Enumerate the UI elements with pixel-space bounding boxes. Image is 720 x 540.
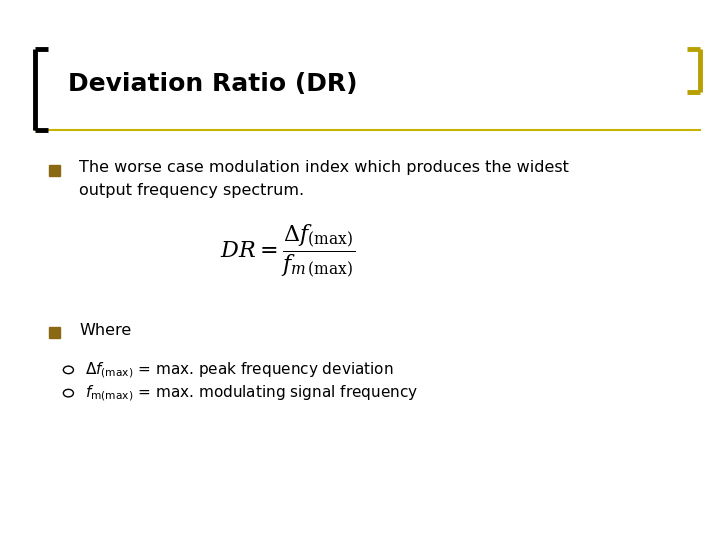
Bar — [49, 165, 60, 176]
Text: $f_{\mathrm{m(max)}}$ = max. modulating signal frequency: $f_{\mathrm{m(max)}}$ = max. modulating … — [85, 383, 418, 403]
Text: output frequency spectrum.: output frequency spectrum. — [79, 183, 305, 198]
Text: Where: Where — [79, 323, 132, 338]
Text: The worse case modulation index which produces the widest: The worse case modulation index which pr… — [79, 160, 569, 175]
Text: Deviation Ratio (DR): Deviation Ratio (DR) — [68, 72, 358, 96]
Bar — [49, 327, 60, 338]
Text: $\Delta f_{\mathrm{(max)}}$ = max. peak frequency deviation: $\Delta f_{\mathrm{(max)}}$ = max. peak … — [85, 360, 394, 380]
Text: $DR = \dfrac{\Delta f_{\mathrm{(max)}}}{f_{m\,\mathrm{(max)}}}$: $DR = \dfrac{\Delta f_{\mathrm{(max)}}}{… — [220, 222, 356, 280]
